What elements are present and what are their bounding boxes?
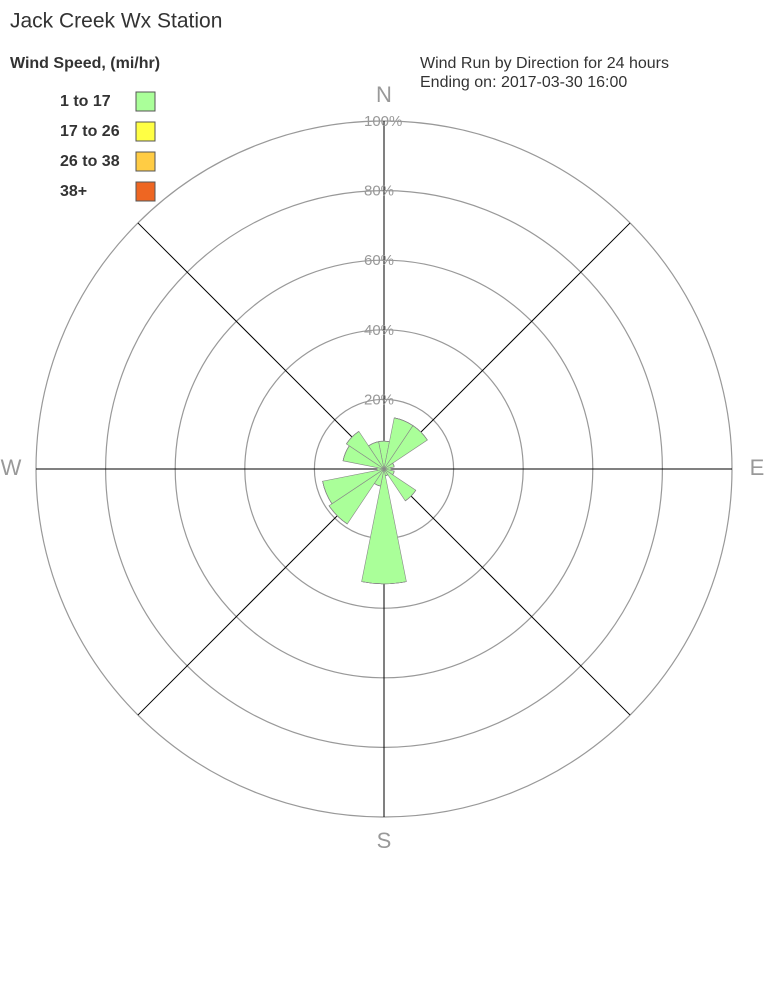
- legend-swatch: [135, 151, 156, 172]
- legend-title: Wind Speed, (mi/hr): [10, 55, 160, 72]
- direction-label: W: [1, 455, 22, 480]
- legend-label: 26 to 38: [60, 153, 120, 170]
- wedge: [361, 581, 407, 585]
- wedge: [368, 441, 379, 447]
- legend-label: 1 to 17: [60, 93, 111, 110]
- spoke: [383, 468, 631, 716]
- legend-swatch: [135, 181, 156, 202]
- spoke: [137, 222, 385, 470]
- grid: [35, 120, 733, 818]
- subtitle: Wind Run by Direction for 24 hours: [420, 55, 669, 72]
- wedge: [392, 463, 395, 468]
- wedge: [412, 425, 428, 441]
- chart-title: Jack Creek Wx Station: [10, 10, 222, 33]
- direction-label: N: [376, 82, 392, 107]
- direction-label: E: [750, 455, 765, 480]
- ring-label: 20%: [364, 391, 394, 408]
- labels: 20% 40% 60% 80% 100% N E S W 1 to 17 17 to 26 26 to…: [1, 82, 765, 853]
- subtitle: Ending on: 2017-03-30 16:00: [420, 74, 627, 91]
- wedge: [322, 481, 333, 504]
- ring-label: 60%: [364, 252, 394, 269]
- wedge: [346, 431, 360, 445]
- legend-label: 17 to 26: [60, 123, 120, 140]
- legend-label: 38+: [60, 183, 87, 200]
- ring-label: 80%: [364, 183, 394, 200]
- spoke: [383, 222, 631, 470]
- wedges: [322, 417, 428, 585]
- ring-label: 100%: [364, 113, 402, 130]
- legend-swatch: [135, 91, 156, 112]
- legend-swatch: [135, 121, 156, 142]
- ring-label: 40%: [364, 322, 394, 339]
- direction-label: S: [377, 828, 392, 853]
